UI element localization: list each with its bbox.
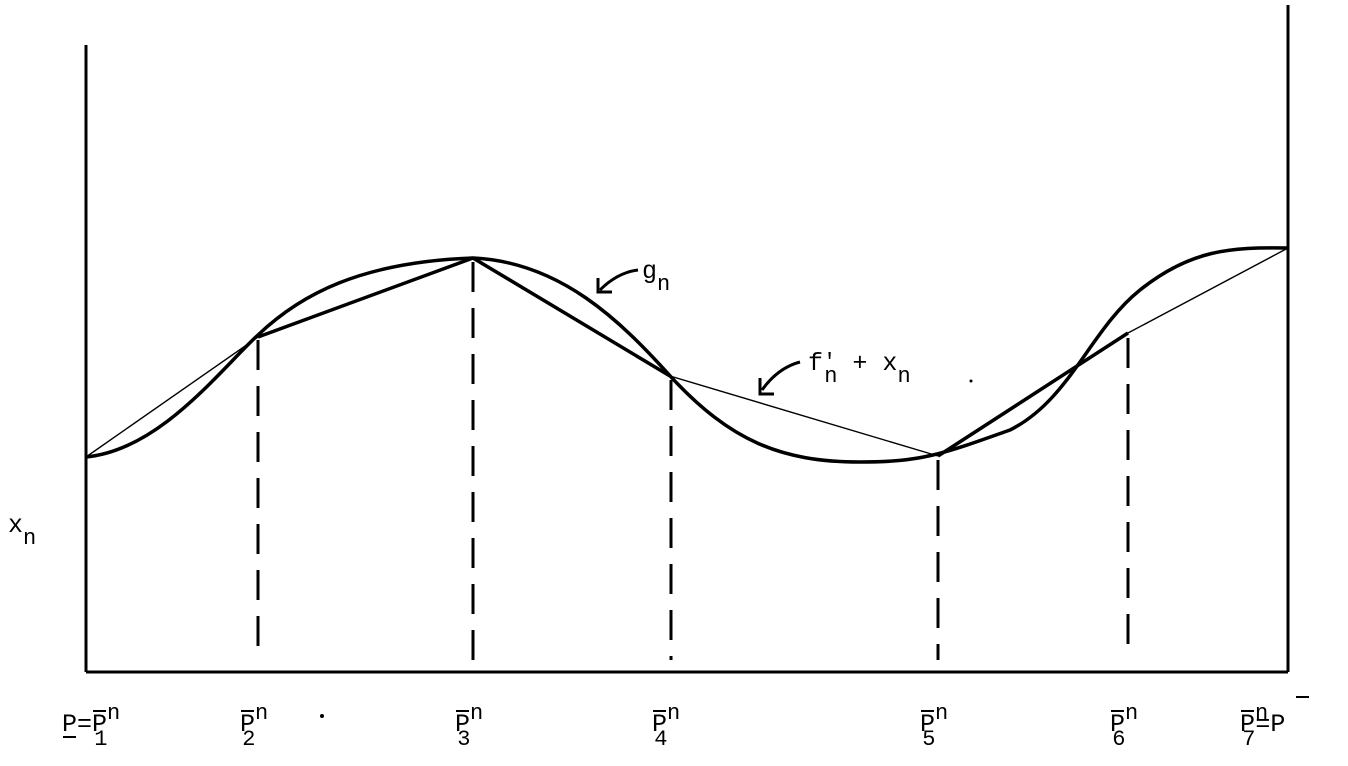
svg-text:P=Pn1: P=Pn 1	[62, 701, 120, 752]
chord-3-4	[472, 256, 671, 378]
breakpoint-label-2: Pn 2	[240, 701, 268, 752]
arrow-to-f-n	[760, 360, 801, 391]
chords-thin	[85, 247, 1289, 458]
arrow-to-g-n	[598, 268, 639, 292]
chord-1-2	[85, 336, 259, 458]
curve-label-g-n: gn	[642, 257, 670, 297]
svg-text:Pn6: Pn 6	[1110, 701, 1138, 752]
breakpoint-label-4: Pn 4	[652, 701, 680, 752]
breakpoint-label-1: P=Pn 1	[62, 701, 120, 752]
chord-6-7	[1127, 247, 1289, 334]
chord-label-f-n-plus-x-n: f' n + xn	[808, 349, 911, 389]
breakpoint-label-6: Pn 6	[1110, 701, 1138, 752]
stray-dot-right	[969, 379, 973, 383]
svg-text:Pn3: Pn 3	[455, 701, 483, 752]
annotation-arrows	[596, 268, 801, 396]
chord-5-6	[937, 331, 1129, 458]
curve-g-n	[85, 246, 1289, 464]
svg-text:Pn4: Pn 4	[652, 701, 680, 752]
axes	[84, 5, 1290, 674]
breakpoint-label-7: Pn 7=P	[1240, 696, 1309, 752]
breakpoint-label-5: Pn 5	[920, 701, 948, 752]
breakpoint-guides	[256, 262, 1130, 660]
svg-text:Pn7=P: Pn 7=P	[1240, 701, 1285, 752]
chord-4-5	[669, 375, 939, 457]
svg-text:Pn2: Pn 2	[240, 701, 268, 752]
breakpoint-labels: P=Pn 1 Pn 2 Pn 3 Pn 4 Pn 5 Pn 6 Pn 7=P	[62, 696, 1309, 752]
breakpoint-label-3: Pn 3	[455, 701, 483, 752]
arrow-head-f-n	[758, 378, 774, 396]
chord-2-3	[257, 256, 474, 339]
arrow-head-g-n	[596, 278, 612, 294]
chords-thick	[257, 256, 1129, 458]
stray-dot	[320, 714, 324, 718]
y-axis-label: xn	[8, 511, 36, 551]
svg-text:Pn5: Pn 5	[920, 701, 948, 752]
